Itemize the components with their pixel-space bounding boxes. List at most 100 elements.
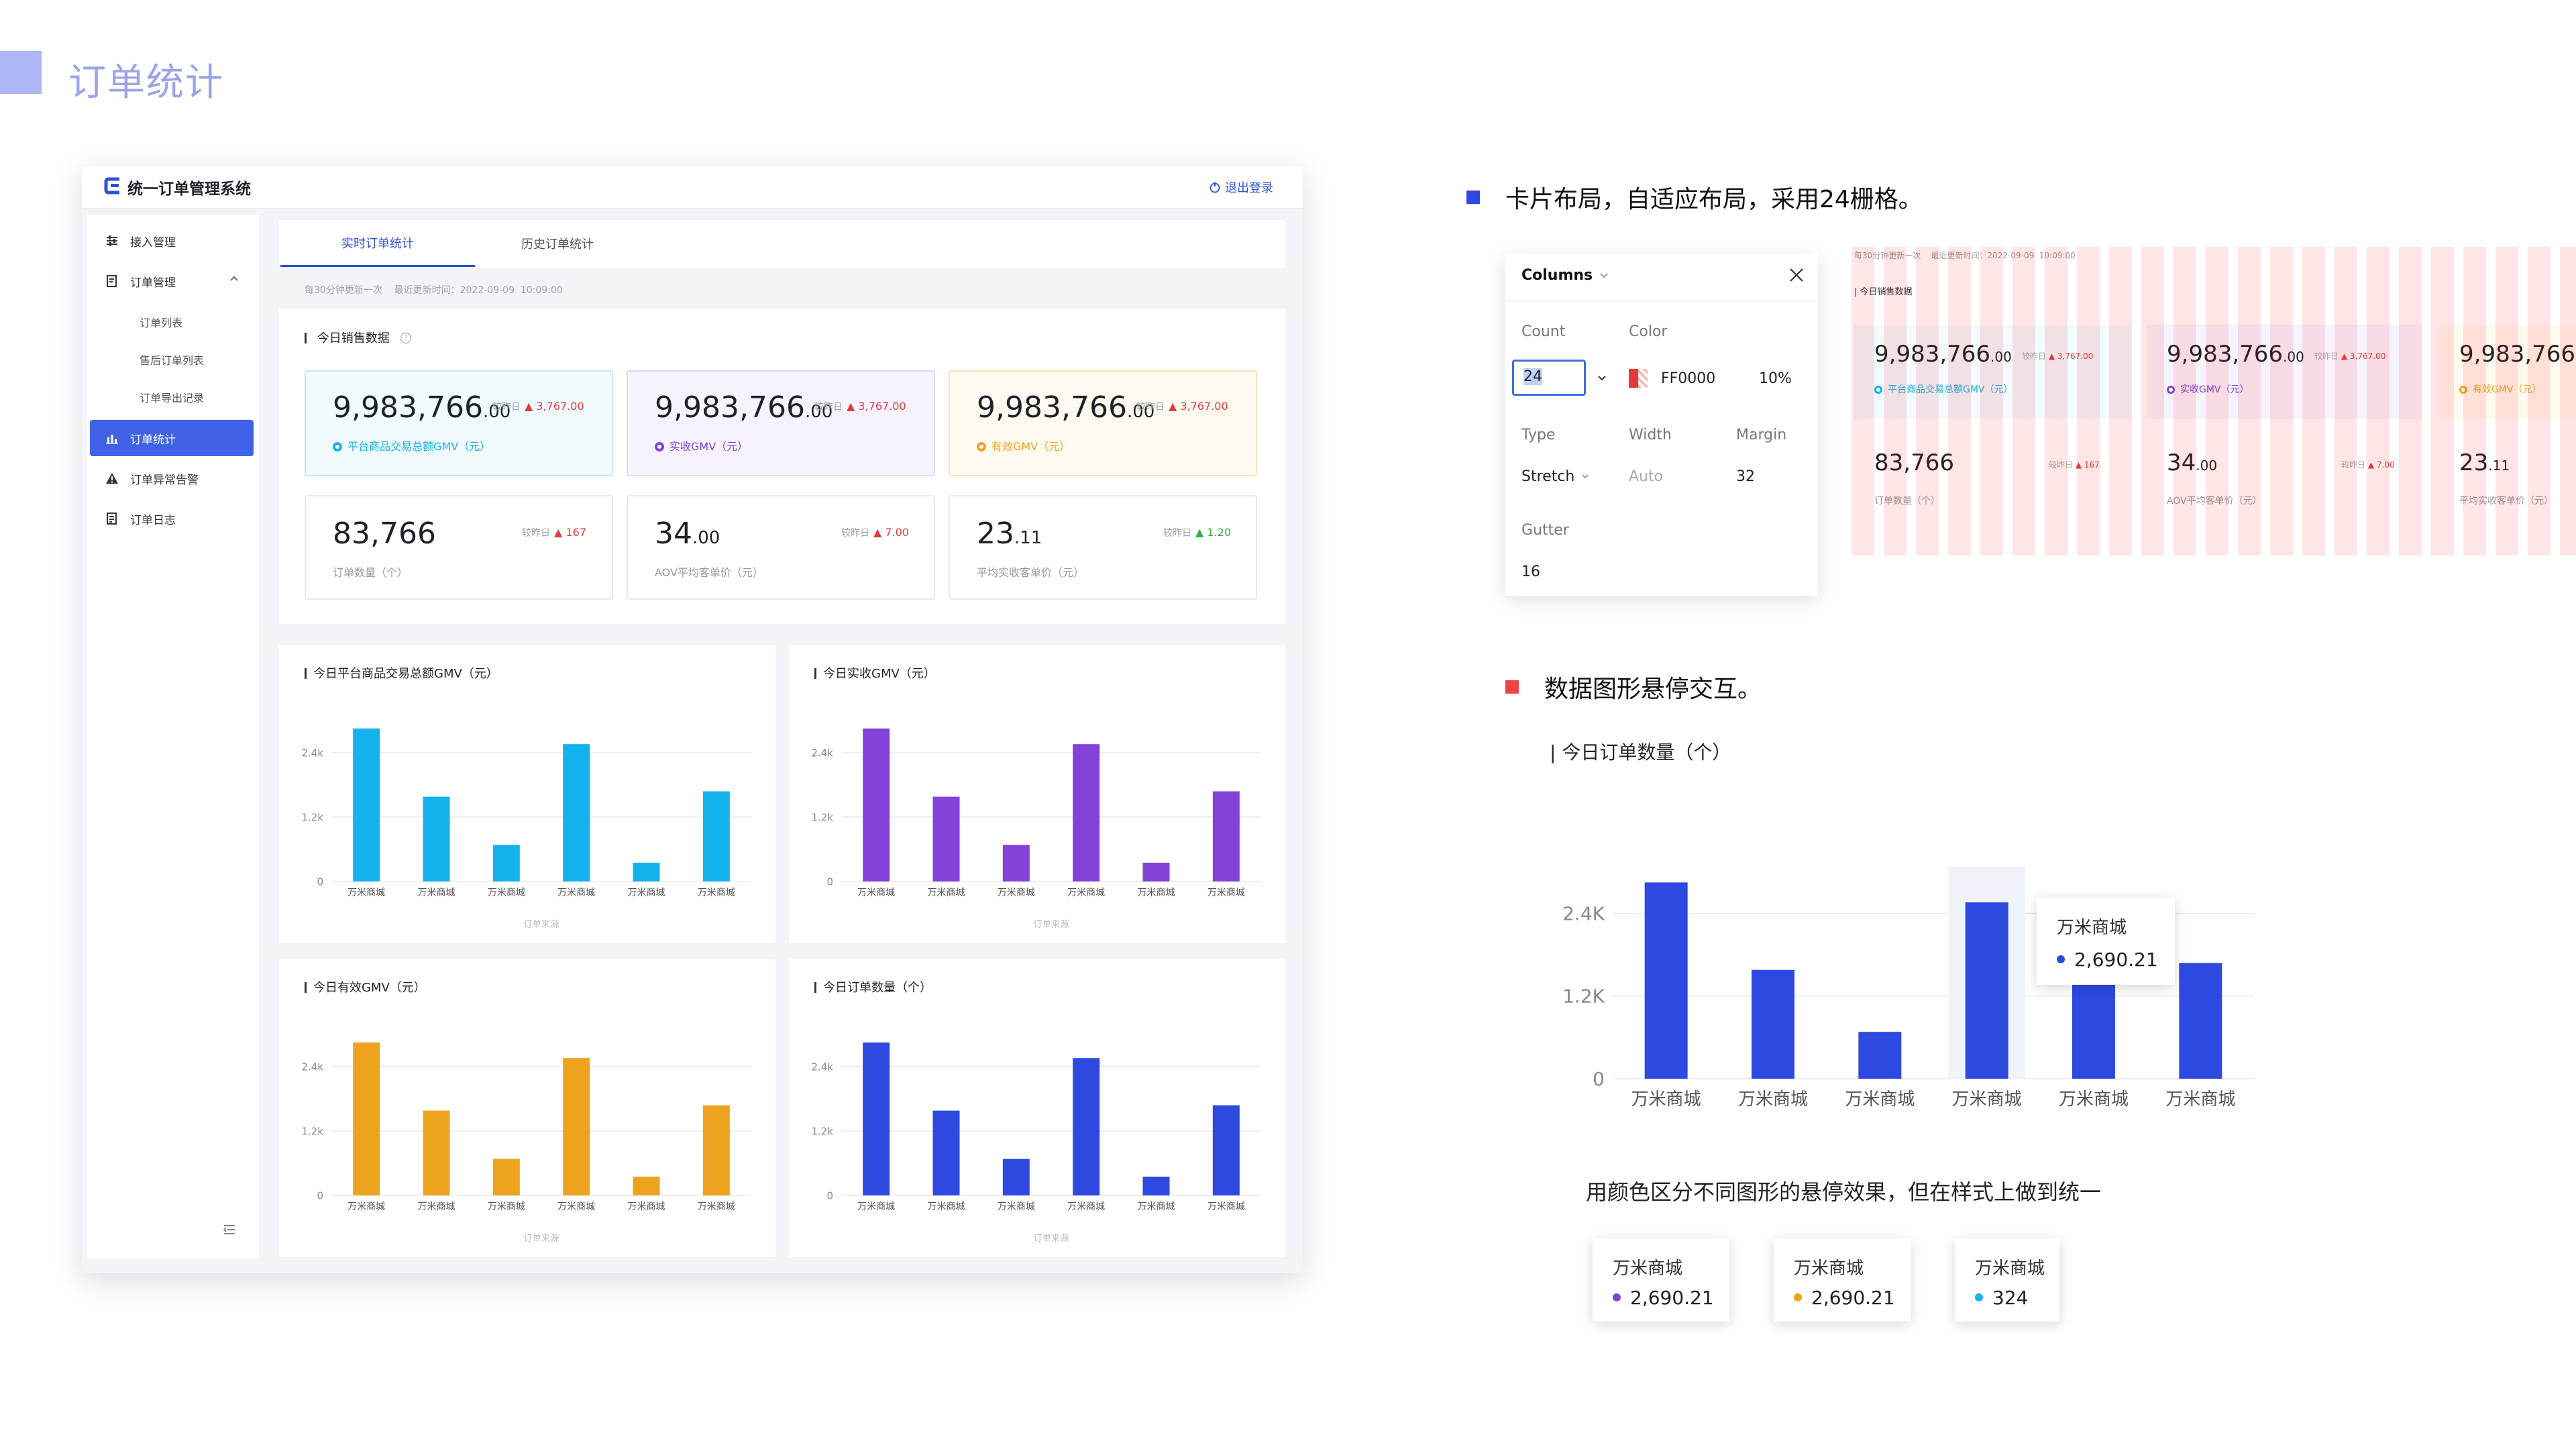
help-icon[interactable]: ? <box>400 332 412 347</box>
color-swatch[interactable] <box>1629 369 1648 388</box>
bar[interactable] <box>2179 963 2222 1079</box>
grid-column <box>2367 247 2390 555</box>
color-opacity[interactable]: 10% <box>1759 370 1792 387</box>
bar[interactable] <box>633 863 660 881</box>
bar[interactable] <box>423 796 450 881</box>
x-tick-label: 万米商城 <box>1138 888 1175 898</box>
x-tick-label: 万米商城 <box>418 888 455 898</box>
bar[interactable] <box>1073 1058 1100 1195</box>
tooltip-value: 2,690.21 <box>1794 1287 1895 1309</box>
bar[interactable] <box>633 1177 660 1195</box>
preview-metric-4: 83,766 较昨日 ▲ 167 订单数量（个） <box>1854 435 2131 522</box>
bar[interactable] <box>1752 969 1794 1079</box>
x-tick-label: 万米商城 <box>628 888 665 898</box>
bar[interactable] <box>492 1159 520 1195</box>
margin-value[interactable]: 32 <box>1736 468 1755 485</box>
chart-title: 今日平台商品交易总额GMV（元） <box>305 664 498 682</box>
y-tick-label: 2.4k <box>301 747 323 759</box>
sidebar-item-access[interactable]: 接入管理 <box>87 223 259 259</box>
bar[interactable] <box>423 1110 450 1195</box>
bar[interactable] <box>1142 863 1170 881</box>
bar[interactable] <box>1212 1105 1240 1195</box>
tooltip-blue: 万米商城 2,690.21 <box>2037 898 2175 985</box>
y-tick-label: 0 <box>317 875 323 888</box>
bar[interactable] <box>563 1058 590 1195</box>
bar[interactable] <box>353 1042 380 1195</box>
bar[interactable] <box>353 729 380 881</box>
bar[interactable] <box>863 729 890 881</box>
grid-note: 卡片布局，自适应布局，采用24栅格。 <box>1505 186 1923 213</box>
x-tick-label: 万米商城 <box>1952 1089 2022 1110</box>
bar[interactable] <box>1002 1159 1030 1195</box>
bar[interactable] <box>1644 882 1688 1079</box>
tab-history-stats[interactable]: 历史订单统计 <box>521 237 594 252</box>
metric-compare: 较昨日 ▲ 3,767.00 <box>1136 400 1228 413</box>
metric-compare: 较昨日 ▲ 7.00 <box>841 526 910 539</box>
grid-column <box>1851 247 1874 555</box>
gutter-value[interactable]: 16 <box>1521 564 1540 580</box>
x-tick-label: 万米商城 <box>1138 1201 1175 1212</box>
sidebar-item-order-stats[interactable]: 订单统计 <box>90 420 254 456</box>
section-title-text: 今日销售数据 <box>317 331 390 345</box>
chart-title: 今日订单数量（个） <box>814 978 932 996</box>
bar[interactable] <box>932 1110 960 1195</box>
sidebar-subitem-export-records[interactable]: 订单导出记录 <box>140 392 205 405</box>
x-tick-label: 万米商城 <box>698 1201 735 1212</box>
grid-column <box>2270 247 2293 555</box>
sidebar-subitem-aftersale-list[interactable]: 售后订单列表 <box>140 354 205 367</box>
sidebar-item-logs[interactable]: 订单日志 <box>87 500 259 537</box>
bar[interactable] <box>1073 744 1100 881</box>
metric-label: 有效GMV（元） <box>977 437 1070 453</box>
bar[interactable] <box>702 1105 730 1195</box>
sidebar-item-alerts[interactable]: 订单异常告警 <box>87 460 259 496</box>
y-tick-label: 0 <box>826 875 833 888</box>
sidebar-subitem-order-list[interactable]: 订单列表 <box>140 317 183 329</box>
big-chart-title: | 今日订单数量（个） <box>1550 741 1731 763</box>
bar[interactable] <box>932 796 960 881</box>
bar[interactable] <box>863 1042 890 1195</box>
bar[interactable] <box>1858 1032 1902 1079</box>
chart-card-valid-gmv: 今日有效GMV（元） 0 1.2k 2.4k 万米商城 万米商城 万米商城 万米商城 万米商城… <box>279 959 775 1257</box>
warning-icon <box>105 471 119 486</box>
bar[interactable] <box>702 791 730 881</box>
logout-button[interactable]: 退出登录 <box>1209 178 1273 196</box>
columns-title: Columns <box>1521 267 1593 284</box>
grid-column <box>2560 247 2576 555</box>
tab-realtime-stats[interactable]: 实时订单统计 <box>280 220 475 267</box>
x-tick-label: 万米商城 <box>628 1201 665 1212</box>
count-input[interactable]: 24 <box>1512 360 1586 396</box>
color-hex[interactable]: FF0000 <box>1661 370 1716 387</box>
bar-chart-icon <box>105 431 119 445</box>
type-select[interactable]: Stretch <box>1521 468 1589 485</box>
metric-value: 9,983,766.00 <box>333 390 511 425</box>
bar[interactable] <box>1212 791 1240 881</box>
bar[interactable] <box>1965 902 2008 1079</box>
x-tick-label: 万米商城 <box>998 1201 1035 1212</box>
bar[interactable] <box>1142 1177 1170 1195</box>
bar[interactable] <box>2072 969 2115 1079</box>
x-axis-title: 订单来源 <box>523 919 559 930</box>
metric-label: 实收GMV（元） <box>655 437 748 453</box>
y-tick-label: 1.2k <box>811 811 833 823</box>
columns-dropdown[interactable]: Columns <box>1521 267 1609 284</box>
bar[interactable] <box>563 744 590 881</box>
y-tick-label: 2.4k <box>811 1061 833 1073</box>
grid-column <box>1884 247 1907 555</box>
bar[interactable] <box>1002 845 1030 881</box>
width-label: Width <box>1629 427 1672 443</box>
sidebar-item-order-management[interactable]: 订单管理 <box>87 263 259 299</box>
metric-card-avg-received: 23.11 较昨日 ▲ 1.20 平均实收客单价（元） <box>949 495 1257 600</box>
columns-panel: Columns Count Color 24 FF0000 10% Type W… <box>1505 254 1818 596</box>
grid-column <box>2334 247 2357 555</box>
metric-compare: 较昨日 ▲ 3,767.00 <box>814 400 906 413</box>
close-icon[interactable] <box>1787 266 1806 284</box>
collapse-menu-icon[interactable] <box>223 1224 236 1238</box>
order-icon <box>105 274 119 288</box>
count-chevron-icon[interactable] <box>1597 374 1607 382</box>
preview-metric-6: 23.11 平均实收客单价（元） <box>2439 435 2576 522</box>
sliders-icon <box>105 233 119 248</box>
x-tick-label: 万米商城 <box>2165 1089 2235 1110</box>
bar[interactable] <box>492 845 520 881</box>
width-value[interactable]: Auto <box>1629 468 1664 485</box>
